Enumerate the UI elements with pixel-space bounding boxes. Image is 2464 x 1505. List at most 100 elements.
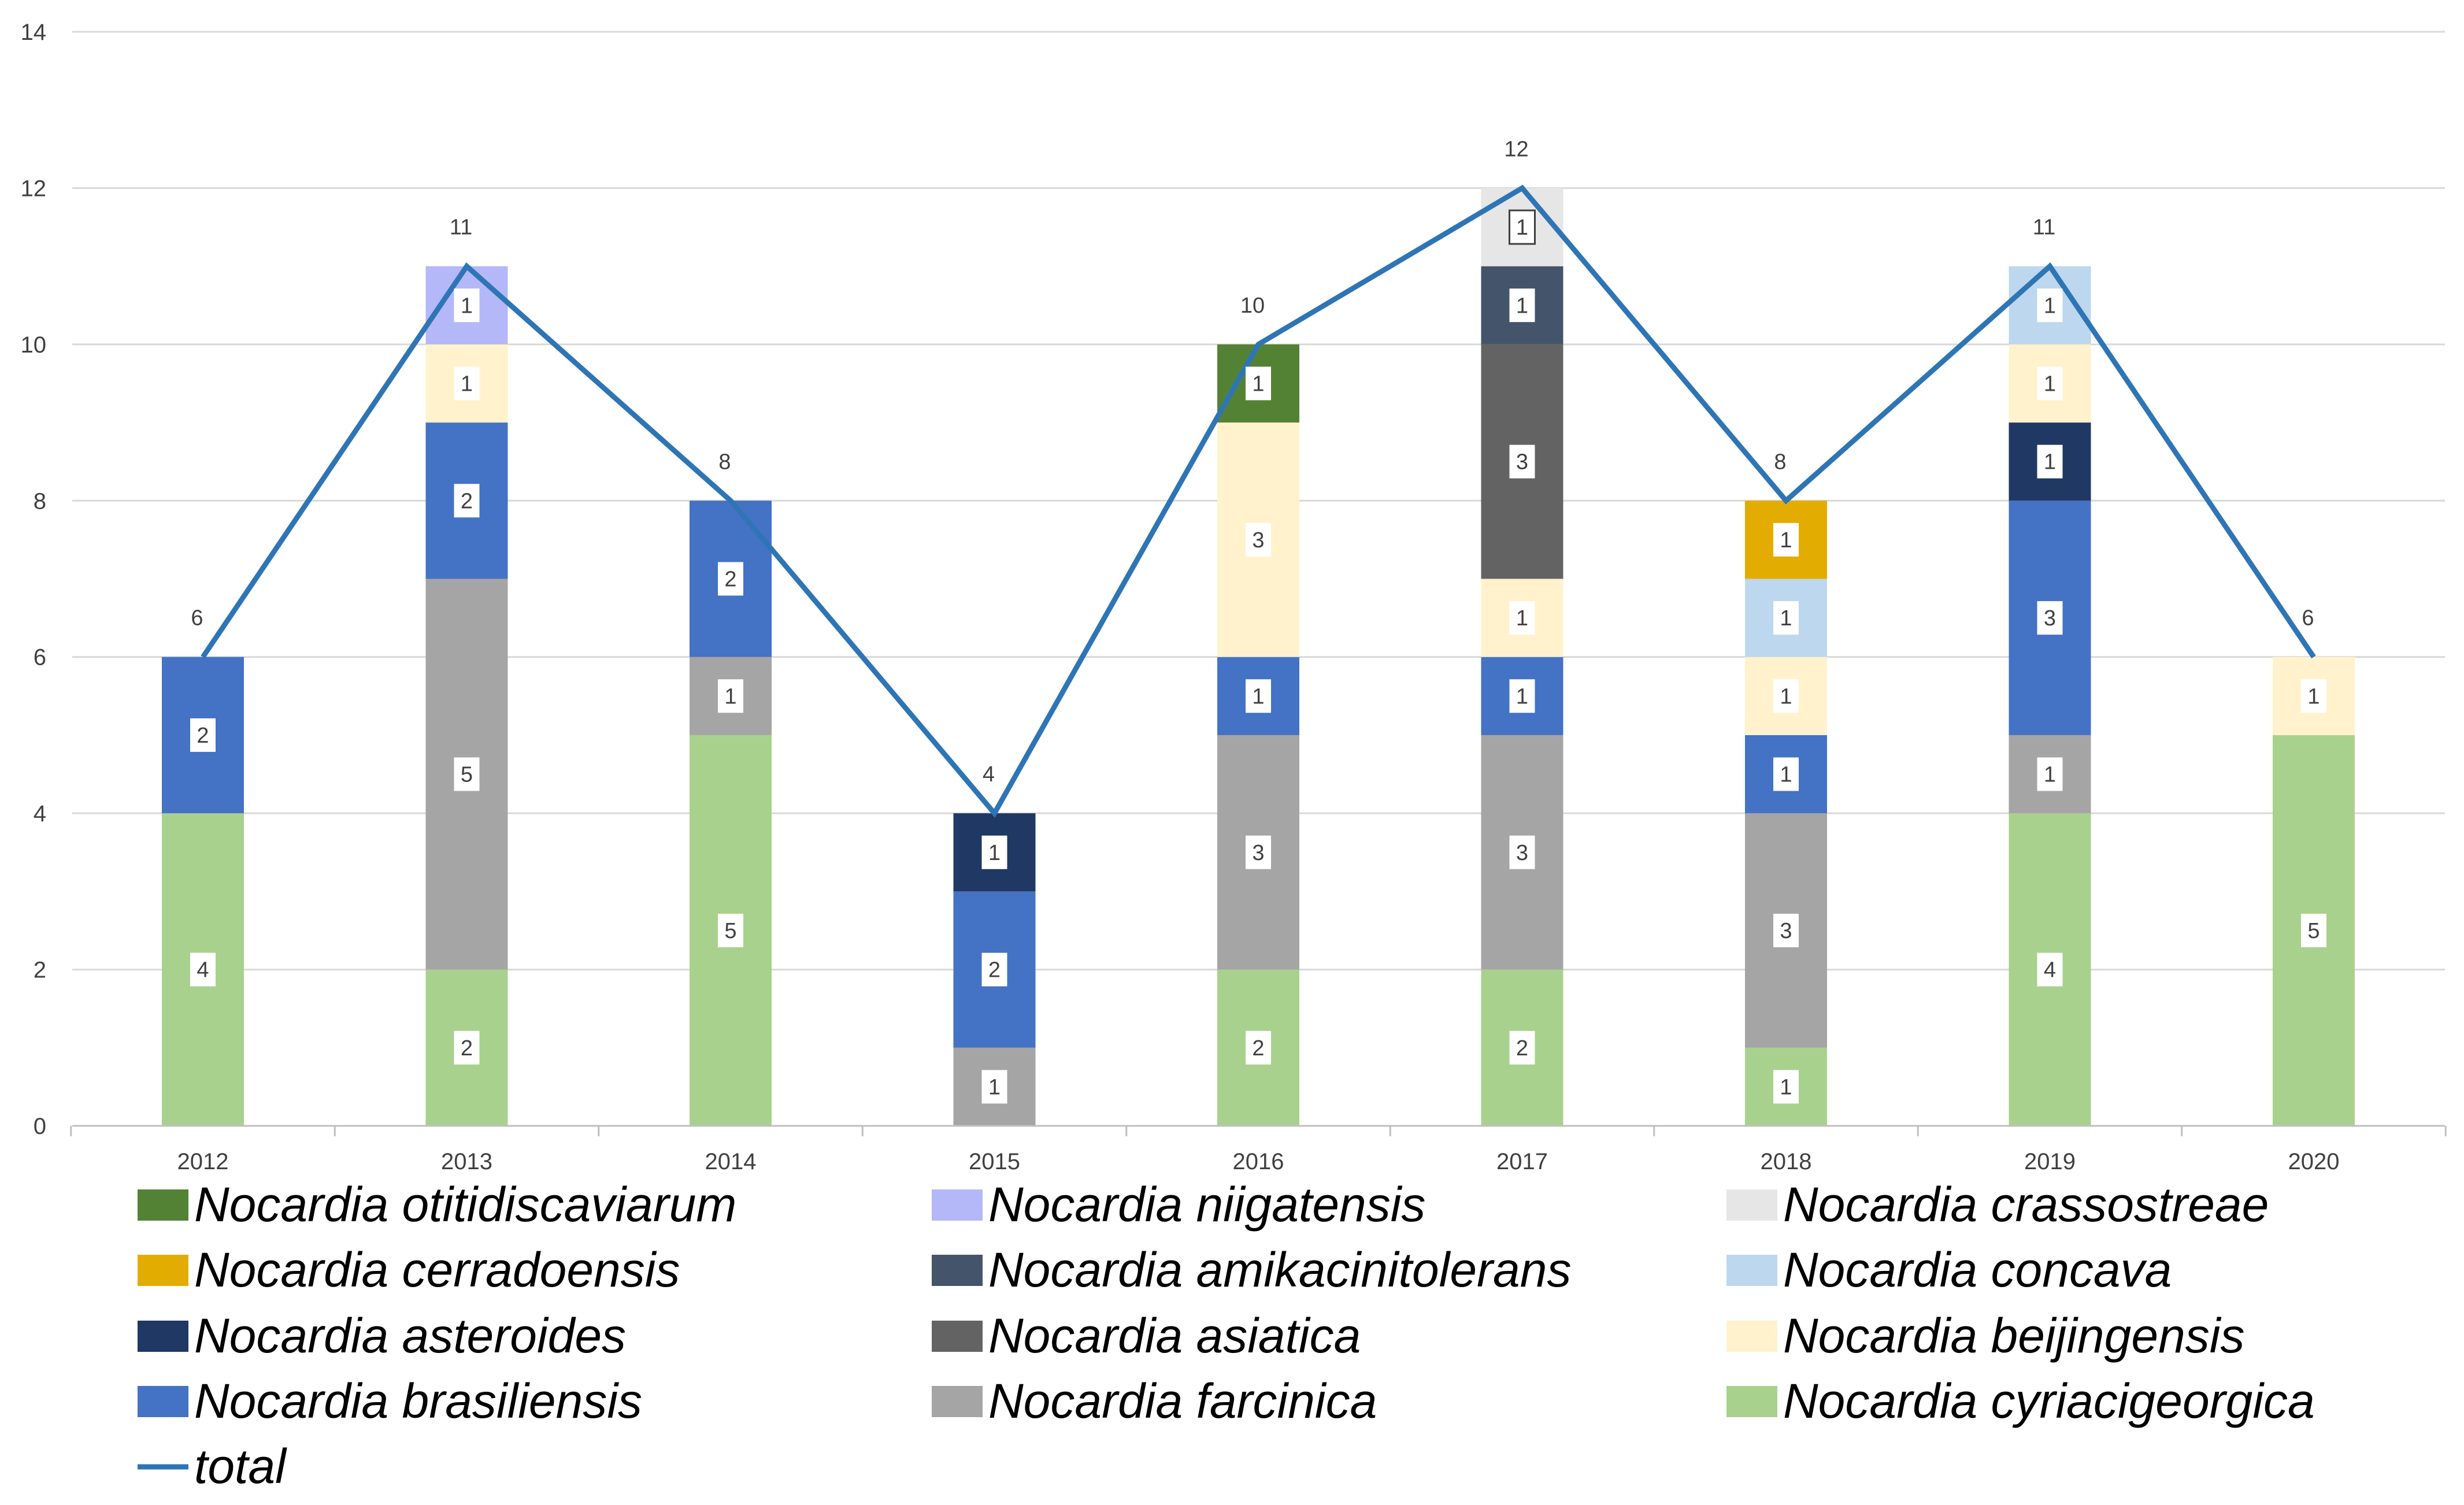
x-tick-label-2016: 2016 (1233, 1149, 1284, 1174)
data-label-box (1246, 835, 1271, 869)
total-label-2013: 11 (450, 216, 472, 240)
y-tick-label: 8 (34, 488, 46, 514)
data-label-box (454, 288, 480, 322)
legend-label-nocardia-cerradoensis: Nocardia cerradoensis (194, 1243, 680, 1297)
data-label-nocardia-cyriacigeorgica-2012: 4 (197, 958, 209, 983)
legend-label-nocardia-brasiliensis: Nocardia brasiliensis (194, 1374, 642, 1428)
total-label-2012: 6 (191, 606, 203, 631)
legend-label-nocardia-niigatensis: Nocardia niigatensis (988, 1177, 1425, 1232)
data-label-box (1509, 209, 1536, 245)
data-label-box (981, 952, 1007, 987)
data-label-nocardia-cerradoensis-2018: 1 (1780, 528, 1792, 553)
data-label-nocardia-asteroides-2019: 1 (2044, 450, 2056, 475)
x-tick-label-2014: 2014 (705, 1149, 757, 1174)
legend: Nocardia otitidiscaviarum Nocardia niigat… (138, 1177, 2315, 1493)
data-label-nocardia-brasiliensis-2018: 1 (1780, 763, 1792, 787)
data-label-nocardia-cyriacigeorgica-2019: 4 (2044, 958, 2056, 983)
data-label-nocardia-concava-2018: 1 (1780, 606, 1792, 631)
data-label-nocardia-brasiliensis-2019: 3 (2044, 606, 2056, 631)
data-label-nocardia-farcinica-2016: 3 (1252, 841, 1264, 865)
x-tick-label-2019: 2019 (2024, 1149, 2076, 1174)
data-label-nocardia-concava-2019: 1 (2044, 294, 2056, 318)
y-tick-label: 2 (34, 958, 46, 983)
data-label-box (1509, 835, 1535, 869)
data-label-nocardia-brasiliensis-2015: 2 (988, 958, 1001, 983)
legend-swatch-nocardia-beijingensis (1726, 1321, 1777, 1352)
data-label-nocardia-cyriacigeorgica-2014: 5 (724, 919, 736, 943)
data-label-nocardia-beijingensis-2020: 1 (2307, 684, 2320, 709)
legend-label-nocardia-farcinica: Nocardia farcinica (988, 1374, 1377, 1428)
data-label-box (1773, 913, 1799, 947)
data-label-box (718, 913, 743, 947)
legend-label-nocardia-concava: Nocardia concava (1783, 1243, 2172, 1297)
legend-label-nocardia-beijingensis: Nocardia beijingensis (1783, 1308, 2244, 1363)
legend-swatch-nocardia-asiatica (932, 1321, 983, 1352)
data-label-nocardia-beijingensis-2013: 1 (461, 372, 473, 396)
data-label-box (454, 1030, 480, 1065)
data-label-nocardia-beijingensis-2019: 1 (2044, 372, 2056, 396)
legend-label-nocardia-cyriacigeorgica: Nocardia cyriacigeorgica (1783, 1374, 2315, 1428)
data-label-nocardia-brasiliensis-2013: 2 (461, 489, 473, 513)
total-label-2015: 4 (983, 762, 995, 787)
data-label-nocardia-farcinica-2018: 3 (1780, 919, 1792, 943)
data-label-nocardia-cyriacigeorgica-2016: 2 (1252, 1036, 1264, 1061)
data-label-box (1773, 679, 1799, 713)
data-label-box (2037, 952, 2063, 987)
legend-swatch-nocardia-cerradoensis (138, 1255, 188, 1286)
data-label-box (2301, 679, 2326, 713)
y-tick-label: 12 (21, 176, 47, 201)
legend-label-nocardia-otitidiscaviarum: Nocardia otitidiscaviarum (194, 1177, 736, 1232)
data-label-box (1246, 679, 1271, 713)
data-label-nocardia-brasiliensis-2014: 2 (724, 568, 736, 592)
data-label-box (2301, 913, 2326, 947)
data-label-nocardia-farcinica-2014: 1 (724, 684, 736, 709)
data-label-box (2037, 444, 2063, 479)
data-label-box (190, 952, 216, 987)
data-labels: 4225211512121231312311311131111413111516… (190, 137, 2326, 1104)
data-label-box (2037, 757, 2063, 791)
data-label-nocardia-beijingensis-2016: 3 (1252, 528, 1264, 553)
data-label-box (1246, 366, 1271, 401)
data-label-nocardia-farcinica-2015: 1 (988, 1075, 1001, 1099)
data-label-box (718, 679, 743, 713)
data-label-box (2037, 288, 2063, 322)
total-label-2020: 6 (2302, 606, 2314, 631)
y-tick-label: 10 (21, 332, 47, 358)
legend-swatch-nocardia-crassostreae (1726, 1189, 1777, 1221)
data-label-box (1773, 1070, 1799, 1104)
data-label-nocardia-farcinica-2017: 3 (1516, 841, 1528, 865)
data-label-nocardia-cyriacigeorgica-2018: 1 (1780, 1075, 1792, 1099)
total-label-2018: 8 (1774, 450, 1786, 474)
data-label-nocardia-beijingensis-2018: 1 (1780, 684, 1792, 709)
y-tick-label: 0 (34, 1114, 46, 1139)
data-label-box (190, 718, 216, 752)
data-label-nocardia-brasiliensis-2012: 2 (197, 724, 209, 748)
data-label-nocardia-cyriacigeorgica-2013: 2 (461, 1036, 473, 1061)
x-axis: 2012 2013 2014 2015 2016 2017 2018 2019 2020 (70, 1125, 2447, 1174)
data-label-box (454, 757, 480, 791)
data-label-nocardia-beijingensis-2017: 1 (1516, 606, 1528, 631)
data-label-box (1509, 1030, 1535, 1065)
data-label-nocardia-cyriacigeorgica-2020: 5 (2307, 919, 2320, 943)
total-label-2014: 8 (718, 450, 731, 474)
data-label-nocardia-farcinica-2019: 1 (2044, 763, 2056, 787)
legend-swatch-nocardia-brasiliensis (138, 1386, 188, 1417)
data-label-box (1246, 522, 1271, 557)
legend-label-nocardia-crassostreae: Nocardia crassostreae (1783, 1177, 2269, 1232)
data-label-nocardia-crassostreae-2017: 1 (1516, 216, 1528, 240)
x-tick-label-2020: 2020 (2288, 1149, 2340, 1174)
data-label-box (2037, 601, 2063, 635)
total-label-2016: 10 (1240, 294, 1265, 318)
data-label-box (1246, 1030, 1271, 1065)
data-label-box (1773, 522, 1799, 557)
data-label-box (1509, 444, 1535, 479)
data-label-nocardia-niigatensis-2013: 1 (461, 294, 473, 318)
total-line-series (201, 184, 2316, 818)
y-tick-label: 6 (34, 645, 46, 670)
data-label-box (1509, 288, 1535, 322)
x-tick-label-2017: 2017 (1496, 1149, 1548, 1174)
data-label-box (718, 562, 743, 596)
data-label-nocardia-otitidiscaviarum-2016: 1 (1252, 372, 1264, 396)
data-label-box (454, 366, 480, 401)
